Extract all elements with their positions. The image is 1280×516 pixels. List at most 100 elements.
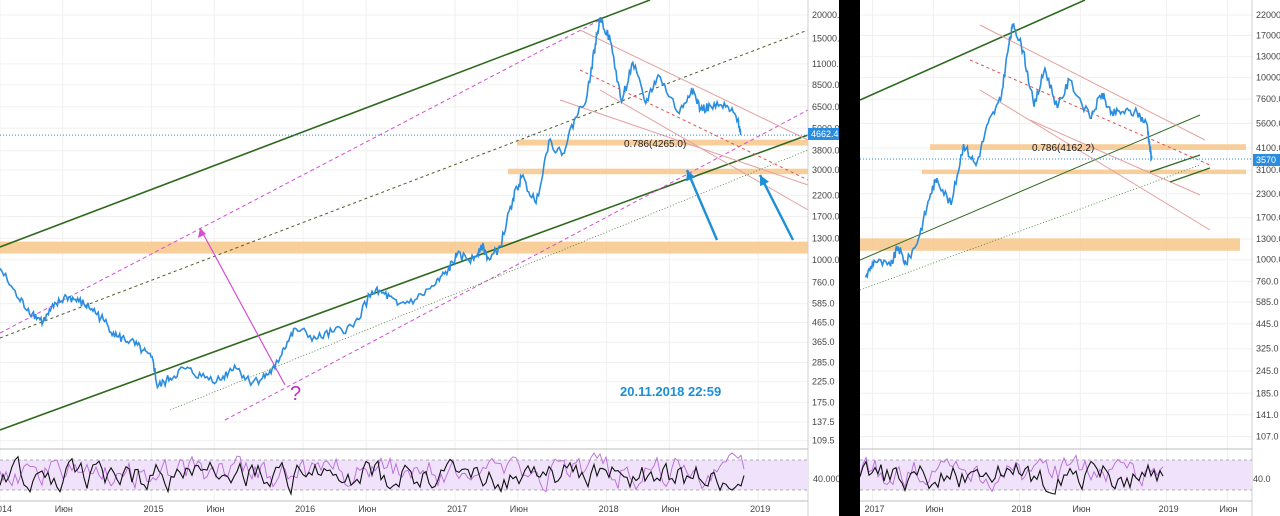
price-tag-left-bg <box>808 128 839 140</box>
y-tick-label: 225.0 <box>812 377 835 387</box>
down-channel-lower <box>599 89 809 211</box>
x-tick-label: 2018 <box>1012 504 1032 514</box>
y-tick-label: 13000.0 <box>1256 52 1280 62</box>
fib-label-right: 0.786(4162.2) <box>1032 143 1094 154</box>
x-tick-label: 2014 <box>0 504 12 514</box>
y-tick-label: 365.0 <box>812 337 835 347</box>
y-tick-label: 445.0 <box>1256 319 1279 329</box>
y-tick-label: 1700.0 <box>1256 213 1280 223</box>
x-tick-label: 2018 <box>599 504 619 514</box>
short-green-line-2 <box>1169 167 1211 183</box>
x-tick-label: Июн <box>206 504 224 514</box>
price-zone <box>0 241 808 254</box>
chart-panel-left: 20000.015000.011000.08500.06500.05000.03… <box>0 0 839 516</box>
x-tick-label: Июн <box>358 504 376 514</box>
fib-label-left: 0.786(4265.0) <box>624 139 686 150</box>
oscillator-label-right: 40.0 <box>1253 474 1271 484</box>
price-series-line <box>0 16 742 390</box>
oscillator-line <box>860 460 1164 495</box>
y-tick-label: 325.0 <box>1256 344 1279 354</box>
y-tick-label: 1700.0 <box>812 211 839 221</box>
y-tick-label: 5600.0 <box>1256 118 1280 128</box>
x-tick-label: 2016 <box>295 504 315 514</box>
y-tick-label: 2300.0 <box>1256 189 1280 199</box>
y-tick-label: 585.0 <box>812 299 835 309</box>
short-green-line <box>1149 154 1201 173</box>
y-tick-label: 760.0 <box>812 277 835 287</box>
blue-arrow-head <box>686 170 696 182</box>
channel-line-lower <box>0 134 809 431</box>
y-tick-label: 20000.0 <box>812 10 839 20</box>
price-tag-right-bg <box>1253 154 1280 166</box>
y-tick-label: 1300.0 <box>812 233 839 243</box>
y-tick-label: 285.0 <box>812 357 835 367</box>
blue-arrow <box>758 174 795 241</box>
y-tick-label: 109.5 <box>812 436 835 446</box>
y-tick-label: 22000.0 <box>1256 10 1280 20</box>
price-tag-left: 4662.4 <box>811 129 839 139</box>
blue-arrow-head <box>760 175 769 187</box>
price-tag-right: 3570 <box>1256 155 1276 165</box>
x-tick-label: 2019 <box>750 504 770 514</box>
oscillator-band <box>860 460 1252 490</box>
down-channel-dashed <box>969 59 1211 166</box>
x-tick-label: Июн <box>661 504 679 514</box>
y-tick-label: 1300.0 <box>1256 234 1280 244</box>
timestamp-label: 20.11.2018 22:59 <box>620 384 721 399</box>
fork-line-lower <box>224 109 809 421</box>
x-tick-label: 2017 <box>864 504 884 514</box>
y-tick-label: 3800.0 <box>812 146 839 156</box>
x-tick-label: Июн <box>55 504 73 514</box>
y-tick-label: 3100.0 <box>1256 165 1280 175</box>
x-tick-label: Июн <box>1072 504 1090 514</box>
chart-left-svg: 20000.015000.011000.08500.06500.05000.03… <box>0 0 839 516</box>
support-dotted-line <box>860 164 1201 291</box>
x-tick-label: Июн <box>510 504 528 514</box>
pink-arrow-head <box>198 228 206 238</box>
x-tick-label: Июн <box>925 504 943 514</box>
y-tick-label: 15000.0 <box>812 34 839 44</box>
y-tick-label: 185.0 <box>1256 388 1279 398</box>
price-zone <box>508 168 808 175</box>
y-tick-label: 17000.0 <box>1256 30 1280 40</box>
y-tick-label: 137.5 <box>812 417 835 427</box>
channel-line-upper <box>0 0 651 248</box>
question-mark: ? <box>290 383 301 405</box>
pink-arrow <box>199 227 286 386</box>
y-tick-label: 8500.0 <box>812 80 839 90</box>
x-tick-label: 2015 <box>144 504 164 514</box>
y-tick-label: 7600.0 <box>1256 94 1280 104</box>
oscillator-label-left: 40.0000 <box>813 474 839 484</box>
down-channel-lower-2 <box>559 99 809 186</box>
channel-midline <box>0 29 809 339</box>
y-tick-label: 2200.0 <box>812 190 839 200</box>
x-tick-label: Июн <box>1219 504 1237 514</box>
price-series-line <box>864 23 1153 280</box>
down-channel-dashed <box>579 69 809 181</box>
y-tick-label: 1000.0 <box>812 255 839 265</box>
y-tick-label: 6500.0 <box>812 102 839 112</box>
y-tick-label: 10000.0 <box>1256 72 1280 82</box>
price-zone <box>860 238 1240 251</box>
price-zone <box>922 169 1246 175</box>
y-tick-label: 175.0 <box>812 397 835 407</box>
y-tick-label: 4100.0 <box>1256 143 1280 153</box>
down-channel-upper <box>979 24 1206 141</box>
price-zone <box>517 139 808 146</box>
down-channel-lower <box>1029 119 1201 196</box>
y-tick-label: 585.0 <box>1256 297 1279 307</box>
y-tick-label: 3000.0 <box>812 165 839 175</box>
chart-right-svg: 22000.0 17000.0 13000.0 10000.0 7600.0 5600.0… <box>860 0 1280 516</box>
y-tick-label: 1000.0 <box>1256 255 1280 265</box>
oscillator-line <box>0 452 745 493</box>
price-zone <box>930 144 1246 150</box>
y-tick-label: 245.0 <box>1256 366 1279 376</box>
down-channel-upper <box>579 29 809 141</box>
blue-arrow <box>685 169 719 241</box>
x-tick-label: 2019 <box>1159 504 1179 514</box>
support-dotted-line <box>169 149 809 411</box>
y-tick-label: 107.0 <box>1256 432 1279 442</box>
y-tick-label: 141.0 <box>1256 410 1279 420</box>
y-tick-label: 11000.0 <box>812 59 839 69</box>
oscillator-band <box>0 460 808 490</box>
